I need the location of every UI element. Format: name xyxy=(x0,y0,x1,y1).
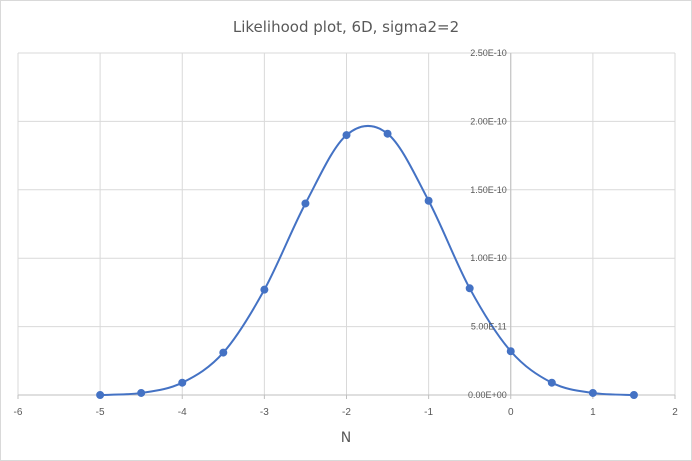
data-point xyxy=(219,348,228,357)
data-point xyxy=(629,391,638,399)
chart-title: Likelihood plot, 6D, sigma2=2 xyxy=(233,18,459,36)
x-tick-label: -5 xyxy=(96,407,105,418)
x-tick-label: -3 xyxy=(260,407,269,418)
data-point xyxy=(506,347,515,356)
label-layer: Likelihood plot, 6D, sigma2=2 N -6 -5 -4 -3… xyxy=(14,18,679,446)
x-axis-title: N xyxy=(341,430,351,446)
data-point xyxy=(342,131,351,140)
data-point xyxy=(588,388,597,397)
x-tick-label: -6 xyxy=(14,407,23,418)
data-point xyxy=(547,378,556,387)
y-tick-label: 1.50E-10 xyxy=(470,185,507,195)
data-point xyxy=(301,199,310,208)
series-layer xyxy=(96,124,638,399)
y-tick-label: 2.50E-10 xyxy=(470,48,507,58)
data-point xyxy=(178,378,187,387)
data-point xyxy=(424,196,433,205)
x-tick-label: -1 xyxy=(424,407,433,418)
data-point xyxy=(260,285,269,294)
data-point xyxy=(137,388,146,397)
x-tick-label: 0 xyxy=(508,407,514,418)
y-tick-label: 2.00E-10 xyxy=(470,116,507,126)
series-line xyxy=(100,124,634,396)
x-tick-label: 2 xyxy=(672,407,678,418)
x-tick-label: -4 xyxy=(178,407,187,418)
x-tick-label: 1 xyxy=(590,407,596,418)
data-point xyxy=(96,391,105,399)
grid-layer xyxy=(17,52,676,396)
x-tick-label: -2 xyxy=(342,407,351,418)
y-tick-label: 0.00E+00 xyxy=(468,390,507,400)
data-point xyxy=(383,129,392,138)
y-tick-label: 1.00E-10 xyxy=(470,253,507,263)
y-tick-label: 5.00E-11 xyxy=(471,322,507,332)
data-point xyxy=(465,284,474,293)
